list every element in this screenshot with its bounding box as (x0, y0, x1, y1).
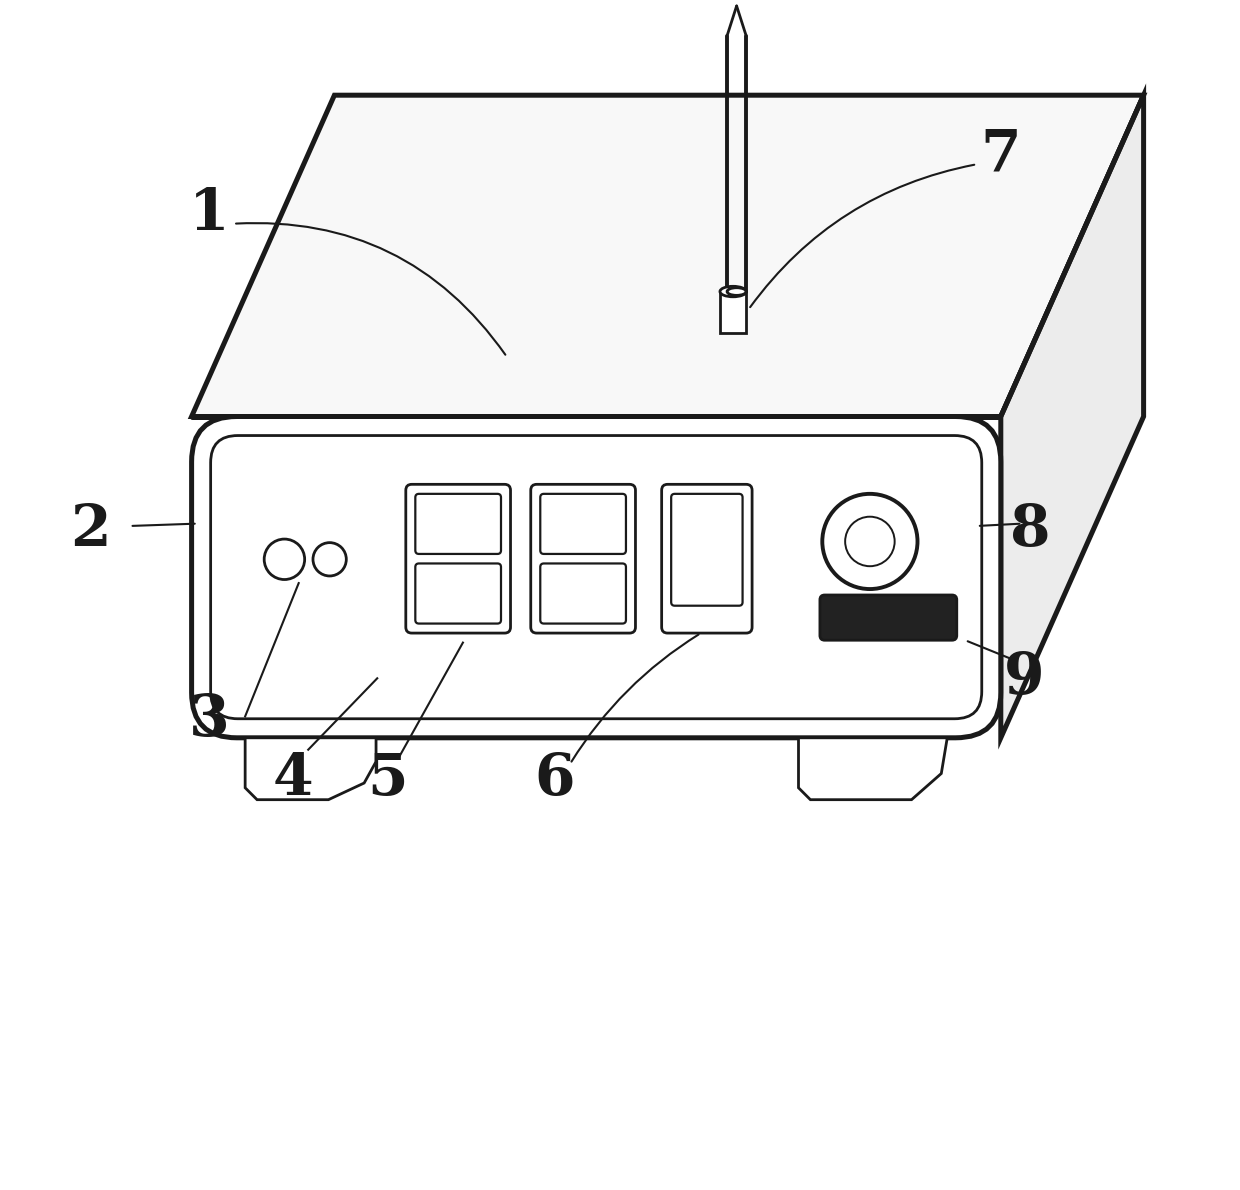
Ellipse shape (720, 287, 746, 296)
Polygon shape (192, 95, 1143, 416)
FancyBboxPatch shape (541, 494, 626, 555)
Circle shape (822, 494, 918, 589)
Text: 2: 2 (71, 501, 110, 558)
Bar (720, 292, 746, 333)
FancyBboxPatch shape (671, 494, 743, 606)
FancyBboxPatch shape (662, 484, 753, 633)
Text: 6: 6 (534, 751, 575, 808)
Text: 9: 9 (1004, 650, 1045, 707)
FancyBboxPatch shape (415, 494, 501, 555)
Text: 5: 5 (368, 751, 408, 808)
Polygon shape (1001, 95, 1143, 738)
Polygon shape (799, 738, 947, 800)
Ellipse shape (727, 288, 746, 295)
FancyBboxPatch shape (415, 564, 501, 624)
Polygon shape (246, 738, 376, 800)
Circle shape (264, 539, 305, 580)
Text: 1: 1 (190, 186, 229, 243)
Circle shape (312, 543, 346, 576)
Text: 8: 8 (1011, 501, 1050, 558)
FancyBboxPatch shape (531, 484, 635, 633)
Text: 3: 3 (188, 691, 229, 749)
Text: 4: 4 (273, 751, 312, 808)
FancyBboxPatch shape (405, 484, 511, 633)
FancyBboxPatch shape (820, 595, 957, 640)
FancyBboxPatch shape (192, 416, 1001, 738)
FancyBboxPatch shape (541, 564, 626, 624)
Text: 7: 7 (981, 126, 1021, 183)
